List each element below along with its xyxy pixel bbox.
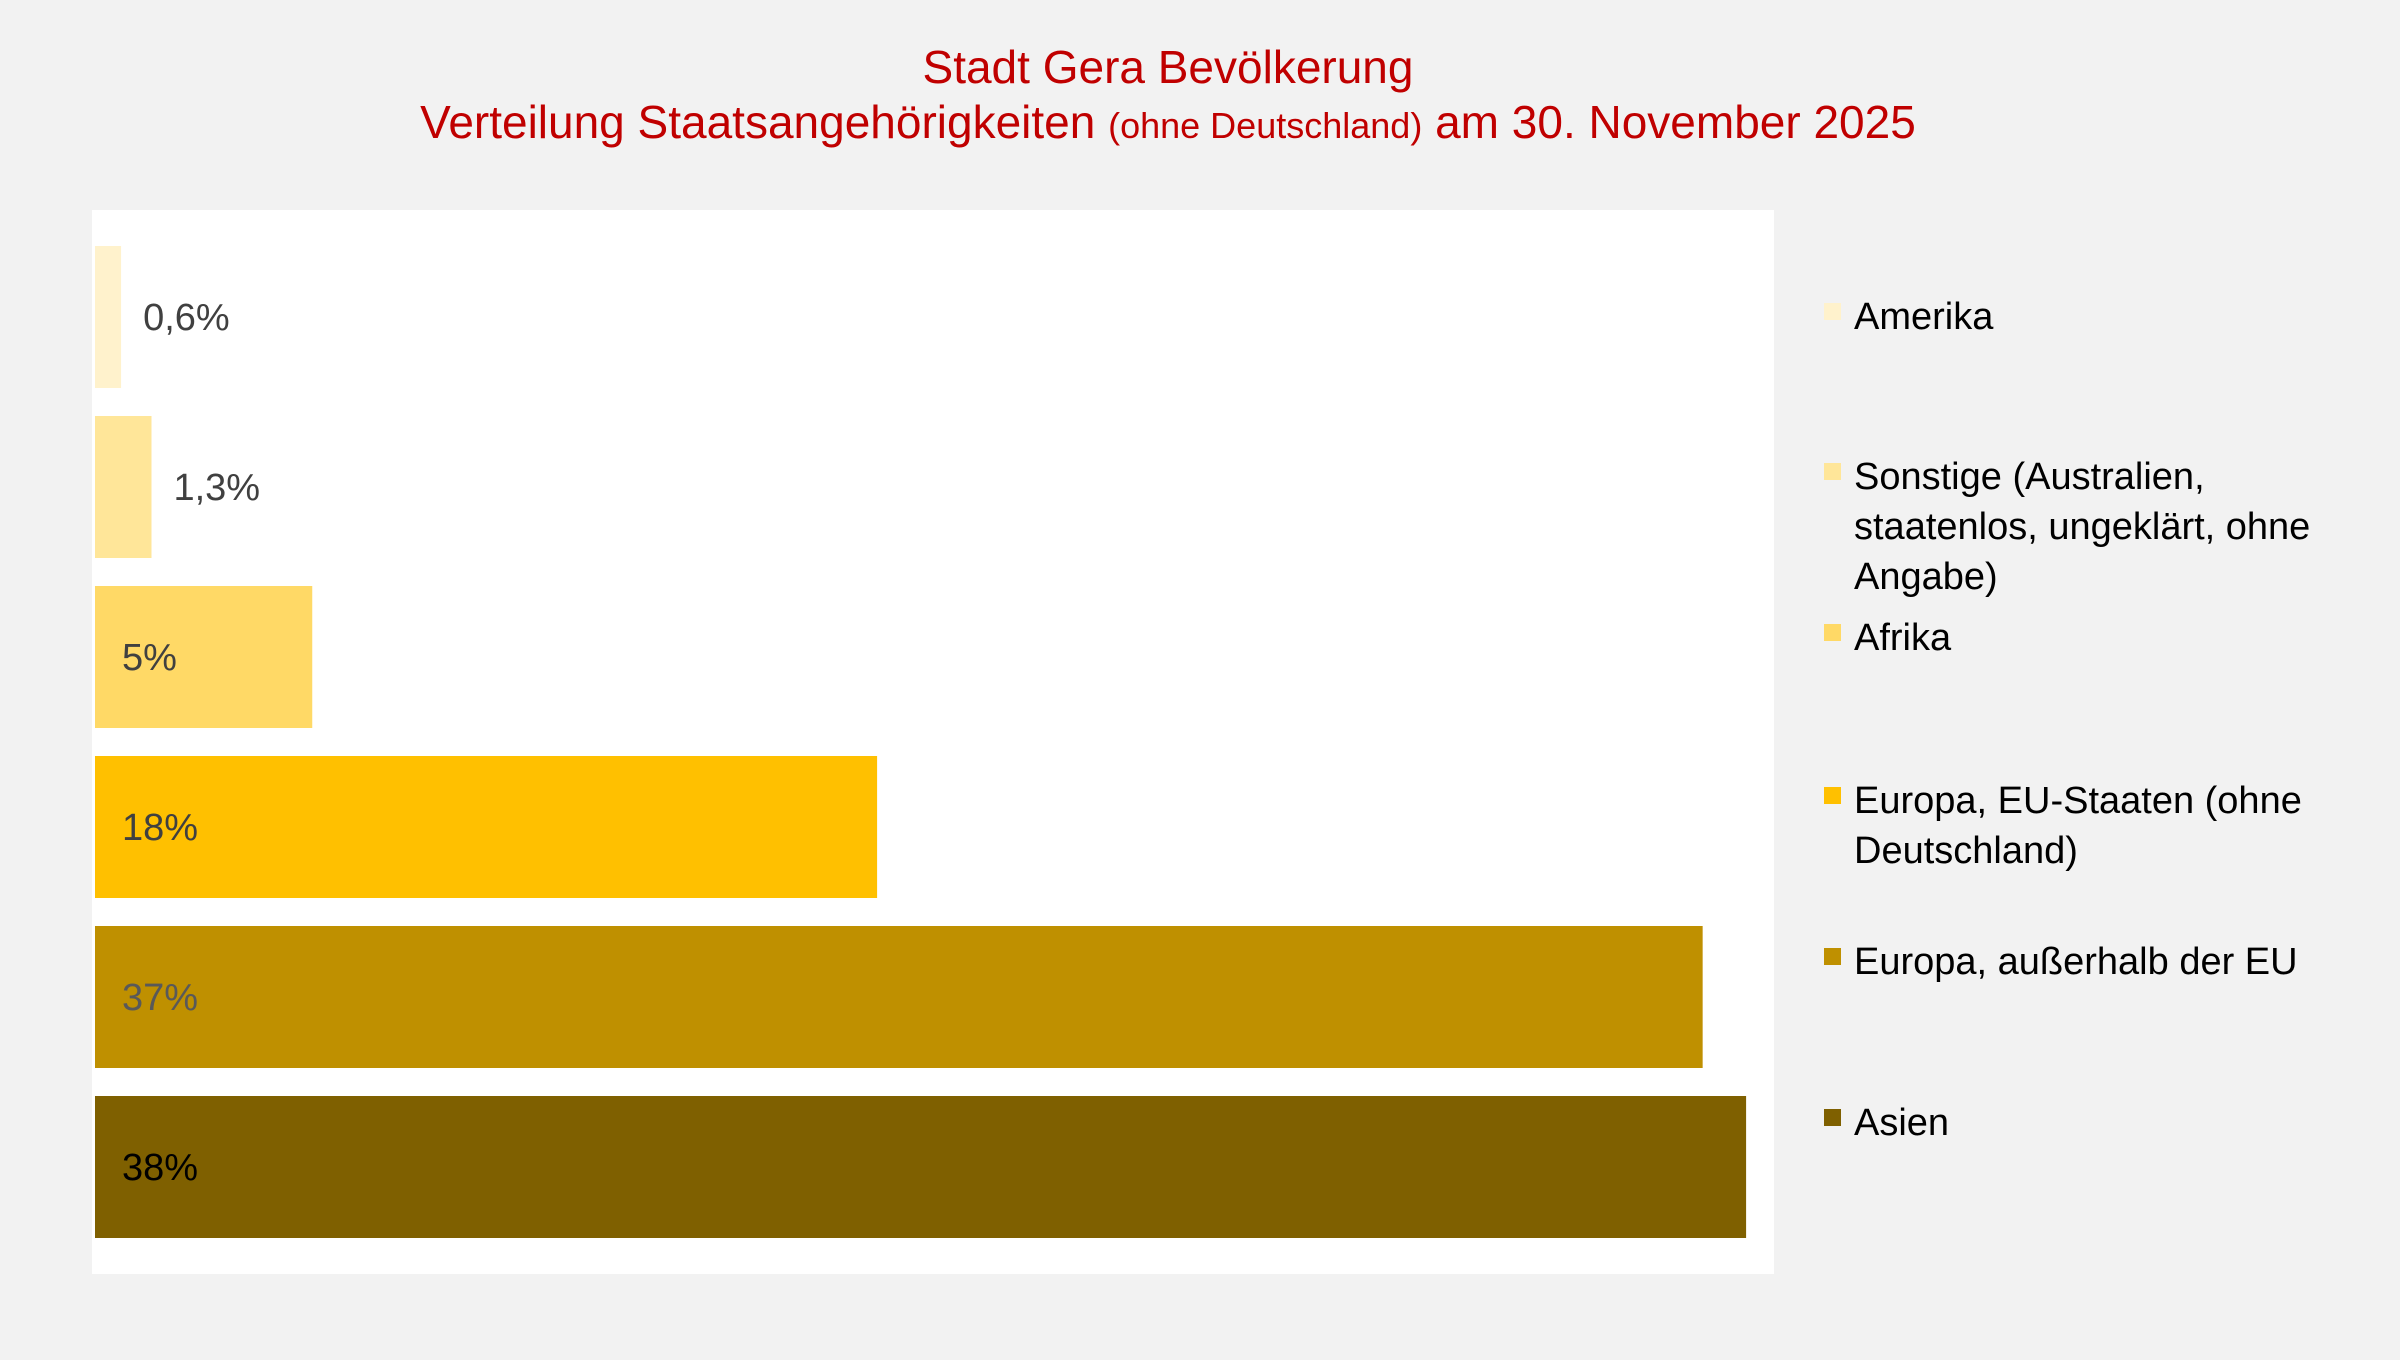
legend-swatch-asien [1824, 1109, 1841, 1126]
data-label-2-afrika: 5% [122, 637, 177, 679]
bar-5-asien [95, 1096, 1747, 1238]
data-label-4-europa: 37% [122, 977, 198, 1019]
legend-swatch-eu-staaten [1824, 787, 1841, 804]
legend-swatch-afrika [1824, 624, 1841, 641]
data-label-3-europa: 18% [122, 807, 198, 849]
data-label-1-sonstige: 1,3% [173, 467, 260, 509]
chart-title-line1: Stadt Gera Bevölkerung [922, 41, 1414, 93]
bar-4-europa [95, 926, 1703, 1068]
data-label-5-asien: 38% [122, 1147, 198, 1189]
chart-title-main: Verteilung Staatsangehörigkeiten [420, 96, 1096, 149]
legend-label-afrika: Afrika [1854, 617, 1952, 659]
bar-2-afrika [95, 586, 313, 728]
bar-chart: 0,6% 1,3% 5% 18% 37% 38% [95, 246, 1747, 1238]
bar-1-sonstige [95, 416, 152, 558]
chart-title: Stadt Gera Bevölkerung Verteilung Staats… [0, 40, 2336, 150]
chart-legend: Amerika Sonstige (Australien, staatenlos… [1824, 0, 2384, 1360]
plot-area: 0,6% 1,3% 5% 18% 37% 38% [92, 210, 1774, 1274]
bar-0-amerika [95, 246, 122, 388]
bar-3-europa [95, 756, 878, 898]
chart-title-date: am 30. November 2025 [1435, 96, 1916, 149]
chart-title-note: (ohne Deutschland) [1108, 105, 1423, 147]
chart-title-line2: Verteilung Staatsangehörigkeiten (ohne D… [0, 95, 2336, 150]
legend-label-amerika: Amerika [1854, 296, 1994, 338]
data-label-0-amerika: 0,6% [143, 297, 230, 339]
legend-swatch-sonstige [1824, 463, 1841, 480]
legend-label-sonstige: Sonstige (Australien, staatenlos, ungekl… [1854, 456, 2311, 598]
legend-label-europa-ausserhalb-eu: Europa, außerhalb der EU [1854, 941, 2298, 983]
legend-label-asien: Asien [1854, 1102, 1950, 1144]
legend-swatch-amerika [1824, 303, 1841, 320]
legend-label-eu-staaten: Europa, EU-Staaten (ohne Deutschland) [1854, 780, 2302, 872]
legend-swatch-europa-ausserhalb-eu [1824, 948, 1841, 965]
